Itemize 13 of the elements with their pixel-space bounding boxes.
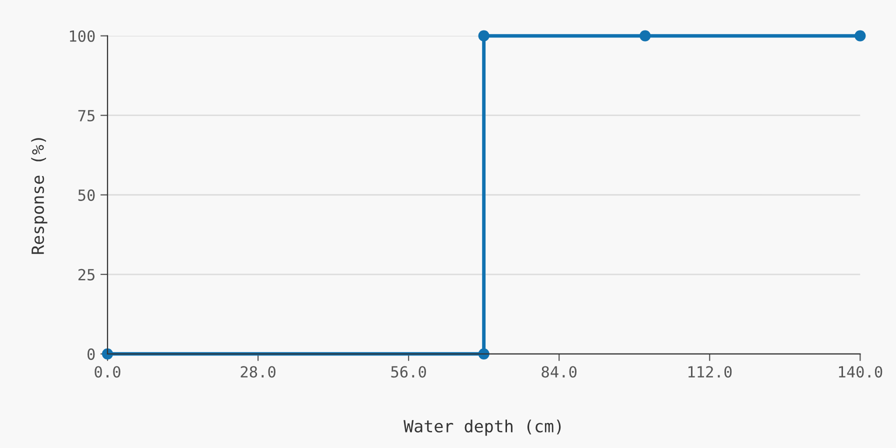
x-tick-label: 112.0 <box>688 366 732 378</box>
y-tick-label: 25 <box>78 268 94 280</box>
x-tick-label: 28.0 <box>240 366 276 378</box>
y-tick-label: 100 <box>70 30 95 42</box>
x-tick-label: 56.0 <box>391 366 426 378</box>
y-tick-label: 0 <box>88 348 95 360</box>
y-axis-title: Response (%) <box>31 138 48 254</box>
x-tick-label: 0.0 <box>94 366 120 378</box>
x-axis-title: Water depth (cm) <box>404 420 561 436</box>
y-tick-label: 75 <box>78 110 94 122</box>
x-tick-label: 140.0 <box>839 366 882 378</box>
y-tick-label: 50 <box>78 189 95 201</box>
x-tick-label: 84.0 <box>542 366 577 378</box>
